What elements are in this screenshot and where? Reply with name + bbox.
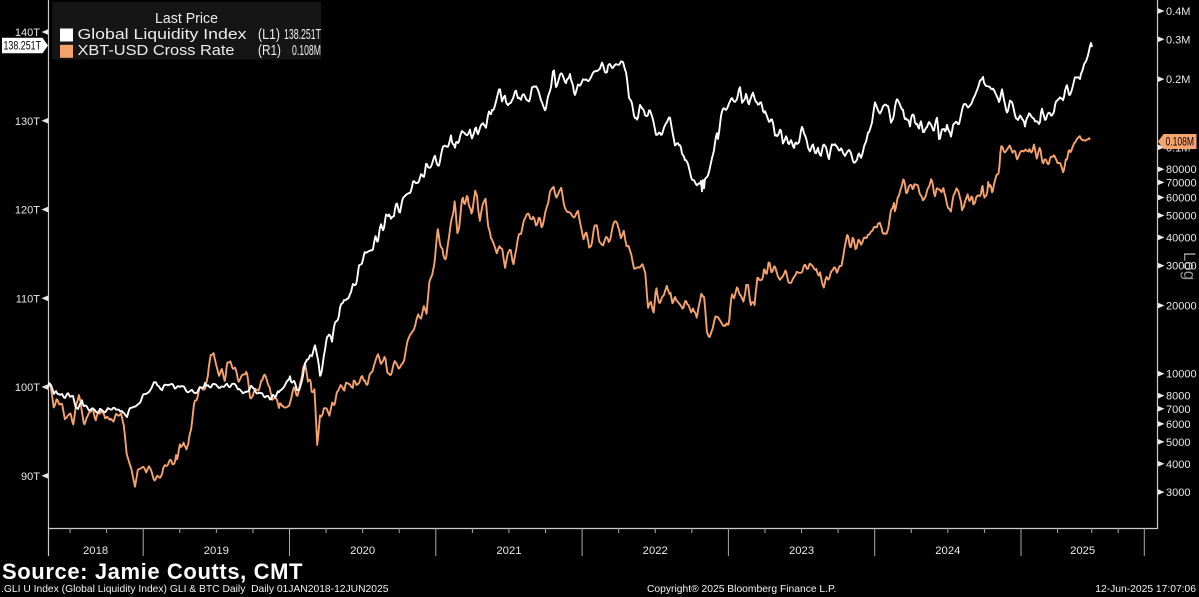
- svg-text:130T: 130T: [15, 116, 40, 128]
- svg-text:60000: 60000: [1166, 193, 1197, 205]
- svg-text:50000: 50000: [1166, 210, 1197, 222]
- svg-text:2021: 2021: [496, 545, 521, 557]
- svg-text:4000: 4000: [1166, 459, 1190, 471]
- svg-text:110T: 110T: [16, 293, 41, 305]
- svg-text:30000: 30000: [1166, 261, 1197, 273]
- svg-text:7000: 7000: [1166, 404, 1190, 416]
- svg-text:140T: 140T: [15, 27, 40, 39]
- svg-text:10000: 10000: [1166, 369, 1197, 381]
- svg-text:2022: 2022: [643, 545, 668, 557]
- svg-text:2018: 2018: [83, 545, 108, 557]
- svg-text:120T: 120T: [15, 205, 40, 217]
- svg-text:Last Price: Last Price: [155, 10, 218, 27]
- svg-text:0.108M: 0.108M: [292, 42, 321, 59]
- svg-text:2023: 2023: [789, 545, 814, 557]
- svg-text:8000: 8000: [1166, 391, 1190, 403]
- svg-text:138.251T: 138.251T: [284, 26, 321, 43]
- svg-text:0.3M: 0.3M: [1166, 34, 1190, 46]
- svg-text:(R1): (R1): [258, 42, 281, 59]
- svg-text:3000: 3000: [1166, 487, 1190, 499]
- svg-text:5000: 5000: [1166, 437, 1190, 449]
- svg-text:XBT-USD Cross Rate: XBT-USD Cross Rate: [78, 42, 235, 59]
- svg-text:6000: 6000: [1166, 419, 1190, 431]
- svg-text:0.2M: 0.2M: [1166, 74, 1190, 86]
- svg-text:80000: 80000: [1166, 164, 1197, 176]
- svg-text:100T: 100T: [15, 382, 40, 394]
- svg-text:138.251T: 138.251T: [4, 41, 42, 53]
- svg-text:40000: 40000: [1166, 232, 1197, 244]
- svg-text:70000: 70000: [1166, 177, 1197, 189]
- svg-text:90T: 90T: [21, 471, 40, 483]
- svg-text:0.108M: 0.108M: [1166, 137, 1195, 149]
- svg-text:Global Liquidity Index: Global Liquidity Index: [78, 26, 248, 43]
- svg-text:0.4M: 0.4M: [1166, 6, 1190, 18]
- svg-text:(L1): (L1): [258, 26, 280, 43]
- svg-text:2025: 2025: [1070, 545, 1095, 557]
- svg-text:2020: 2020: [350, 545, 375, 557]
- svg-text:20000: 20000: [1166, 301, 1197, 313]
- svg-text:2019: 2019: [204, 545, 229, 557]
- svg-text:2024: 2024: [935, 545, 960, 557]
- svg-text:Log: Log: [1180, 252, 1199, 280]
